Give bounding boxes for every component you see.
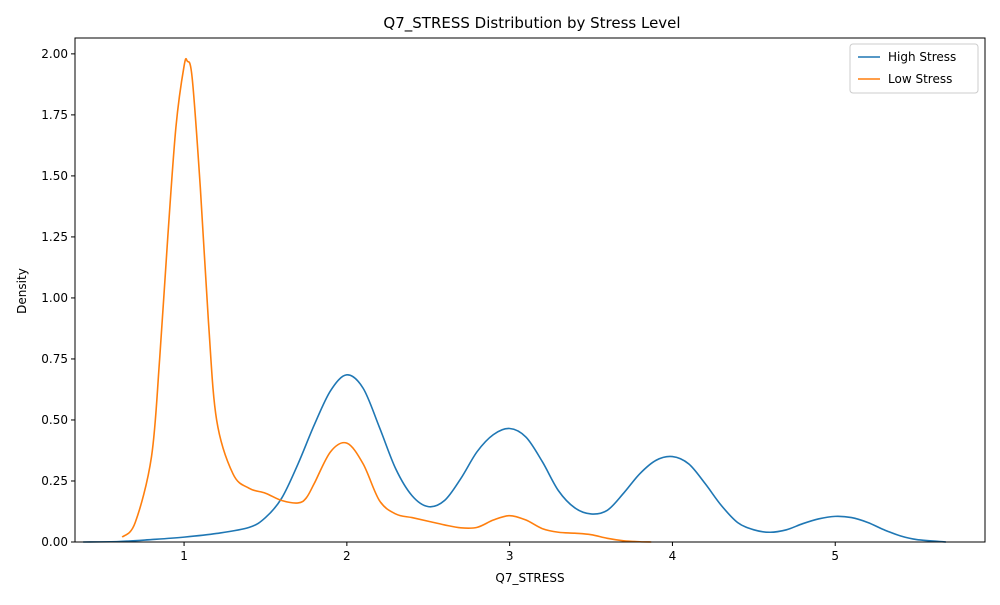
y-tick-label: 1.25 bbox=[41, 230, 68, 244]
x-tick-label: 5 bbox=[831, 549, 839, 563]
chart-title: Q7_STRESS Distribution by Stress Level bbox=[383, 14, 680, 33]
x-tick-label: 4 bbox=[669, 549, 677, 563]
legend-label-high-stress: High Stress bbox=[888, 50, 956, 64]
series-line-low-stress bbox=[121, 57, 652, 543]
y-tick-label: 0.75 bbox=[41, 352, 68, 366]
y-tick-label: 1.50 bbox=[41, 169, 68, 183]
legend: High Stress Low Stress bbox=[849, 43, 979, 94]
y-tick-label: 1.00 bbox=[41, 291, 68, 305]
y-tick-label: 0.25 bbox=[41, 474, 68, 488]
legend-label-low-stress: Low Stress bbox=[888, 72, 952, 86]
series-line-high-stress bbox=[83, 374, 946, 543]
x-tick-label: 1 bbox=[180, 549, 188, 563]
y-axis-label: Density bbox=[15, 268, 29, 314]
x-tick-label: 3 bbox=[506, 549, 514, 563]
x-axis-label: Q7_STRESS bbox=[495, 571, 564, 585]
y-tick-label: 2.00 bbox=[41, 47, 68, 61]
y-tick-label: 0.50 bbox=[41, 413, 68, 427]
y-tick-label: 1.75 bbox=[41, 108, 68, 122]
legend-box bbox=[849, 43, 979, 94]
x-tick-label: 2 bbox=[343, 549, 351, 563]
plot-frame bbox=[74, 37, 986, 543]
plot-area: 1 2 3 4 5 0.00 0.25 0.50 0.75 1.00 1.25 1.50 1.75 2.0… bbox=[41, 37, 986, 563]
y-tick-label: 0.00 bbox=[41, 535, 68, 549]
